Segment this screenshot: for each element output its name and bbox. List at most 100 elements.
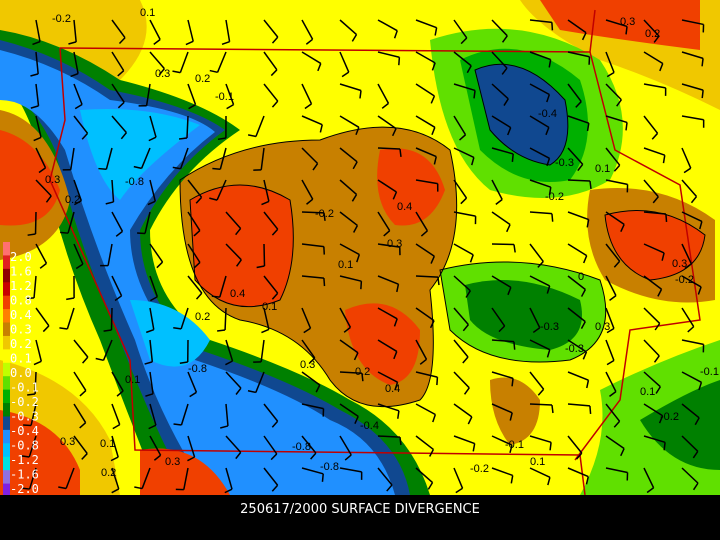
wind-barb	[491, 115, 512, 136]
contour-label: 0.3	[60, 436, 75, 448]
wind-barb	[301, 211, 326, 221]
wind-barb	[415, 115, 436, 136]
wind-barb	[339, 307, 352, 333]
wind-barb	[491, 243, 516, 253]
wind-barb	[491, 467, 514, 484]
wind-barb	[149, 243, 164, 269]
wind-barb	[339, 435, 352, 461]
wind-barb	[529, 403, 554, 414]
wind-barb	[149, 435, 162, 461]
wind-barb	[339, 51, 350, 78]
contour-label: 0.1	[125, 374, 140, 386]
wind-barb	[73, 435, 88, 460]
wind-barb	[529, 371, 545, 396]
wind-barbs	[21, 19, 705, 494]
contour-label: -0.1	[505, 439, 524, 451]
wind-barb	[134, 467, 151, 490]
wind-barb	[605, 403, 621, 428]
wind-barb	[605, 211, 625, 233]
wind-barb	[73, 83, 83, 110]
wind-barb	[263, 51, 278, 77]
wind-barb	[111, 467, 120, 494]
wind-barb	[643, 51, 664, 72]
wind-barb	[98, 147, 113, 171]
wind-barb	[263, 435, 278, 461]
wind-barb	[253, 339, 265, 363]
contour-label: 0.3	[155, 68, 170, 80]
wind-barb	[643, 435, 666, 451]
wind-barb	[491, 211, 511, 233]
contour-label: -0.2	[675, 274, 694, 286]
wind-barb	[643, 115, 659, 140]
wind-barb	[263, 467, 279, 492]
wind-barb	[339, 147, 358, 170]
wind-barb	[491, 51, 508, 75]
contour-label: 0.1	[595, 163, 610, 175]
wind-barb	[567, 467, 590, 485]
wind-barb	[175, 467, 189, 491]
wind-barb	[111, 115, 127, 140]
wind-barb	[377, 211, 391, 237]
wind-barb	[567, 339, 588, 360]
contour-label: 0.1	[338, 259, 353, 271]
wind-barb	[377, 83, 390, 109]
wind-barb	[681, 147, 692, 174]
wind-barb	[178, 115, 189, 140]
wind-barb	[172, 147, 189, 170]
contour-label: 0.3	[45, 174, 60, 186]
wind-barb	[187, 211, 201, 237]
wind-barb	[567, 307, 586, 330]
wind-barb	[21, 467, 37, 490]
legend-label: 0.0	[10, 366, 32, 380]
wind-barb	[377, 243, 401, 256]
contour-labels: -0.2 0.1 0.3 0.2 -0.1 -0.4 -0.3 -0.2 0.1 0.3 0.2 0.…	[45, 7, 719, 479]
legend-swatch	[3, 268, 10, 283]
wind-barb	[58, 467, 75, 490]
wind-barb	[133, 147, 151, 170]
legend-label: 0.8	[10, 294, 32, 308]
wind-barb	[111, 403, 121, 430]
legend-label: -0.4	[10, 424, 39, 438]
contour-label: 0.1	[640, 386, 655, 398]
contour-label: -0.8	[125, 176, 144, 188]
wind-barb	[605, 467, 629, 481]
contour-label: -0.8	[188, 363, 207, 375]
wind-barb	[27, 371, 37, 396]
wind-barb	[377, 147, 402, 157]
wind-barb	[491, 339, 516, 350]
legend-swatch	[3, 470, 10, 485]
wind-barb	[111, 19, 126, 45]
wind-barb	[100, 243, 113, 267]
wind-barb	[529, 115, 550, 136]
wind-barb	[491, 275, 512, 296]
wind-barb	[301, 19, 314, 45]
wind-barb	[263, 19, 279, 44]
contour-label: 0.1	[140, 7, 155, 19]
wind-barb	[62, 147, 75, 171]
wind-barb	[415, 403, 437, 423]
wind-barb	[211, 275, 227, 298]
wind-barb	[209, 179, 227, 201]
wind-barb	[605, 115, 628, 131]
legend-swatch	[3, 242, 10, 256]
wind-barb	[453, 179, 468, 205]
contour-label: -0.3	[555, 157, 574, 169]
wind-barb	[567, 403, 592, 414]
wind-barb	[261, 307, 270, 334]
wind-barb	[137, 211, 151, 235]
contour-label: -0.2	[315, 208, 334, 220]
legend-swatch	[3, 403, 10, 417]
wind-barb	[111, 83, 125, 109]
contour-label: -0.1	[700, 366, 719, 378]
wind-barb	[377, 19, 398, 39]
wind-barb	[35, 307, 50, 333]
legend-label: 0.3	[10, 323, 32, 337]
wind-barb	[225, 371, 242, 395]
wind-barb	[21, 435, 37, 458]
wind-barb	[263, 403, 279, 428]
wind-barb	[253, 147, 265, 171]
wind-barb	[453, 51, 472, 74]
wind-barb	[144, 339, 154, 365]
wind-barb	[415, 307, 435, 329]
